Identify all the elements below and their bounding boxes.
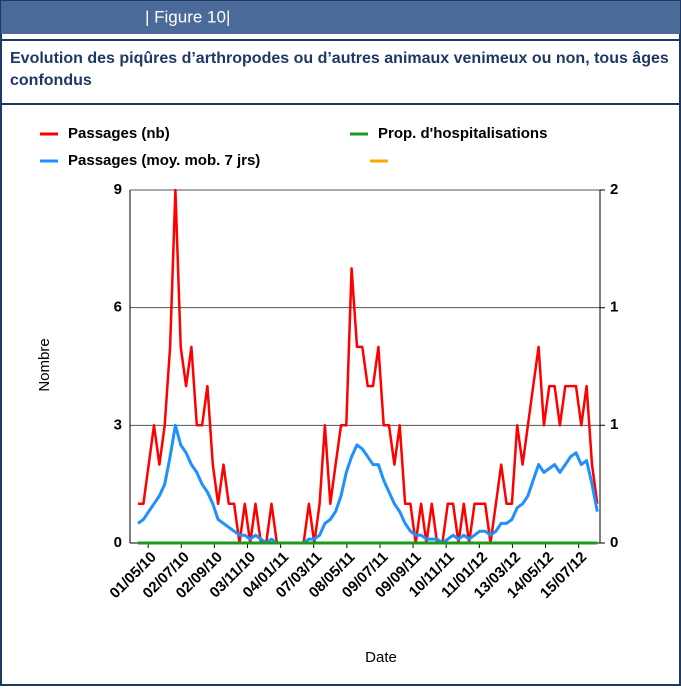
legend-label: Passages (moy. mob. 7 jrs) (68, 152, 260, 169)
series-line (138, 188, 599, 545)
y-tick-label: 3 (114, 416, 122, 433)
y2-tick-label: 2 (610, 181, 618, 198)
header: | Figure 10| (145, 7, 230, 26)
y-tick-label: 6 (114, 299, 122, 316)
y-tick-label: 9 (114, 181, 122, 198)
legend-label: Prop. d'hospitalisations (378, 125, 547, 142)
chart-title: Evolution des piqûres d’arthropodes ou d… (10, 50, 669, 89)
y-tick-label: 0 (114, 534, 122, 551)
y2-tick-label: 1 (610, 416, 618, 433)
title-box: Evolution des piqûres d’arthropodes ou d… (10, 50, 669, 89)
y-axis-label: Nombre (36, 338, 53, 391)
y2-tick-label: 1 (610, 299, 618, 316)
x-axis-label: Date (365, 649, 397, 666)
y2-tick-label: 0 (610, 534, 618, 551)
series-line (137, 423, 599, 545)
legend-label: Passages (nb) (68, 125, 170, 142)
header-bar (1, 1, 680, 34)
